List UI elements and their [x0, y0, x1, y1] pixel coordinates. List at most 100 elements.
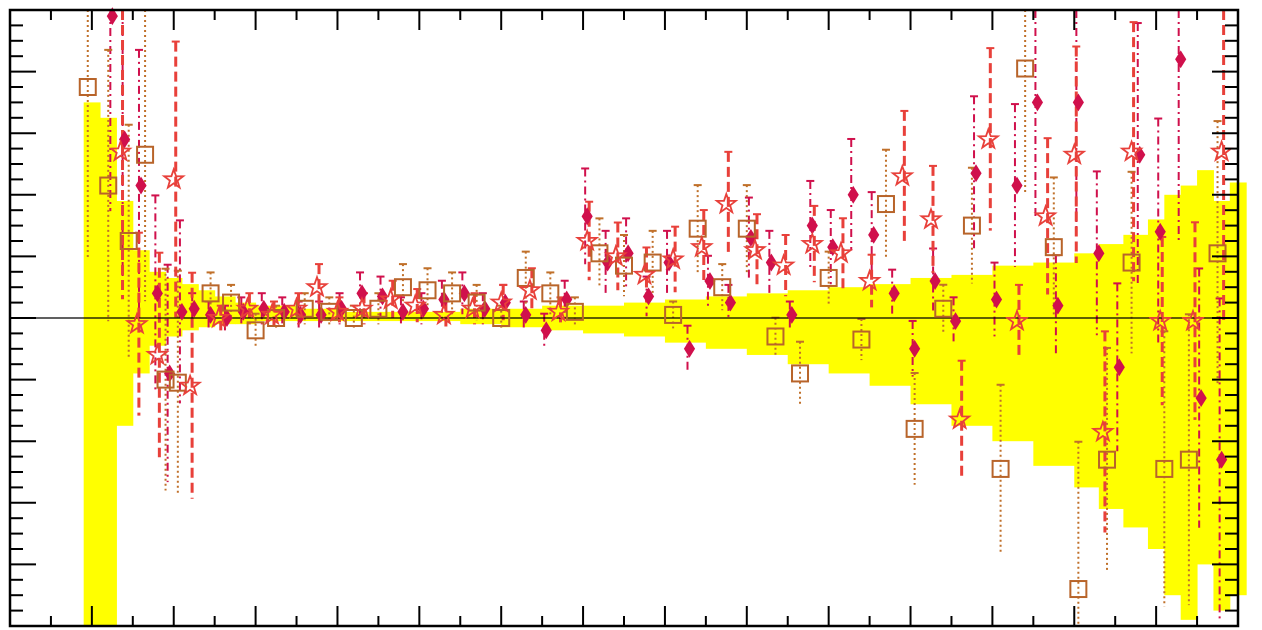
diamond-point	[949, 312, 962, 331]
diamond-point	[827, 238, 839, 257]
diamond-point	[642, 287, 655, 306]
diamond-point	[765, 253, 777, 272]
band-segment	[910, 277, 952, 405]
square-point	[246, 321, 265, 340]
star-point	[304, 274, 330, 298]
band-segment	[869, 284, 912, 386]
square-point	[516, 268, 535, 287]
star-point	[284, 296, 309, 320]
diamond-point	[786, 305, 798, 324]
star-point	[1180, 308, 1206, 332]
diamond-point	[806, 216, 818, 235]
band-segment	[1098, 244, 1124, 509]
diamond-point	[188, 299, 200, 318]
square-point	[1044, 238, 1063, 257]
square-point	[295, 299, 314, 318]
star-point	[403, 292, 428, 317]
star-point	[1004, 308, 1030, 332]
band-segment	[624, 302, 666, 337]
square-point	[737, 219, 756, 238]
diamond-point	[847, 185, 859, 204]
diamond-point	[520, 305, 532, 324]
star-point	[1119, 138, 1144, 163]
band-segment	[460, 308, 502, 325]
square-point	[791, 364, 810, 383]
uncertainty-band	[83, 102, 1247, 627]
data-markers	[78, 7, 1234, 599]
square-point	[418, 281, 437, 300]
band-segment	[1164, 194, 1182, 596]
diamond-point	[970, 164, 982, 183]
star-point	[325, 299, 350, 323]
band-segment	[198, 290, 216, 328]
star-point	[689, 234, 714, 258]
diamond-point	[1093, 244, 1105, 263]
square-point	[991, 459, 1010, 478]
star-point	[431, 302, 456, 326]
star-point	[1209, 138, 1234, 163]
square-point	[1155, 459, 1174, 478]
star-point	[714, 191, 739, 215]
star-point	[517, 277, 542, 301]
band-segment	[1147, 219, 1165, 549]
diamond-point	[1031, 93, 1044, 112]
square-point	[492, 309, 511, 327]
diamond-point	[151, 284, 163, 303]
star-point	[857, 268, 882, 292]
star-point	[976, 126, 1001, 150]
band-segment	[378, 311, 420, 322]
diamond-point	[106, 7, 118, 26]
square-point	[119, 232, 138, 250]
square-point	[962, 216, 981, 235]
diamond-point	[1175, 50, 1187, 69]
diamond-point	[1011, 176, 1023, 195]
diamond-point	[397, 302, 409, 321]
band-segment	[149, 271, 167, 346]
square-point	[443, 284, 462, 303]
star-point	[771, 252, 796, 276]
square-point	[688, 219, 707, 238]
star-point	[1090, 419, 1115, 443]
band-segment	[1033, 262, 1075, 466]
diamond-point	[258, 299, 270, 318]
band-segment	[828, 287, 871, 374]
square-point	[541, 284, 560, 303]
diamond-point	[909, 339, 921, 358]
diamond-point	[581, 207, 593, 226]
square-point	[344, 309, 363, 327]
star-point	[800, 231, 825, 255]
diamond-point	[1052, 296, 1064, 315]
square-point	[136, 145, 155, 164]
band-segment	[746, 293, 789, 355]
band-segment	[116, 200, 134, 426]
diamond-point	[724, 293, 737, 312]
star-point	[661, 246, 686, 270]
square-point	[1208, 244, 1227, 263]
star-point	[145, 342, 170, 366]
square-point	[1069, 580, 1088, 599]
diamond-point	[135, 176, 147, 195]
star-point	[349, 296, 375, 320]
square-point	[156, 370, 175, 389]
square-point	[1179, 450, 1198, 469]
band-segment	[787, 290, 830, 365]
star-point	[632, 262, 657, 286]
star-point	[161, 166, 186, 190]
square-point	[1016, 59, 1035, 78]
square-point	[713, 278, 732, 297]
band-segment	[1123, 234, 1149, 528]
star-point	[124, 311, 149, 335]
square-point	[78, 78, 97, 96]
diamond-point	[888, 284, 900, 303]
star-point	[1062, 142, 1087, 166]
square-point	[369, 299, 388, 318]
axis-ticks	[9, 9, 1239, 627]
square-point	[905, 419, 924, 438]
star-point	[890, 163, 915, 187]
square-point	[222, 293, 241, 312]
band-segment	[100, 117, 117, 627]
diamond-point	[1072, 93, 1084, 112]
diamond-point	[683, 339, 696, 358]
star-point	[489, 289, 514, 313]
